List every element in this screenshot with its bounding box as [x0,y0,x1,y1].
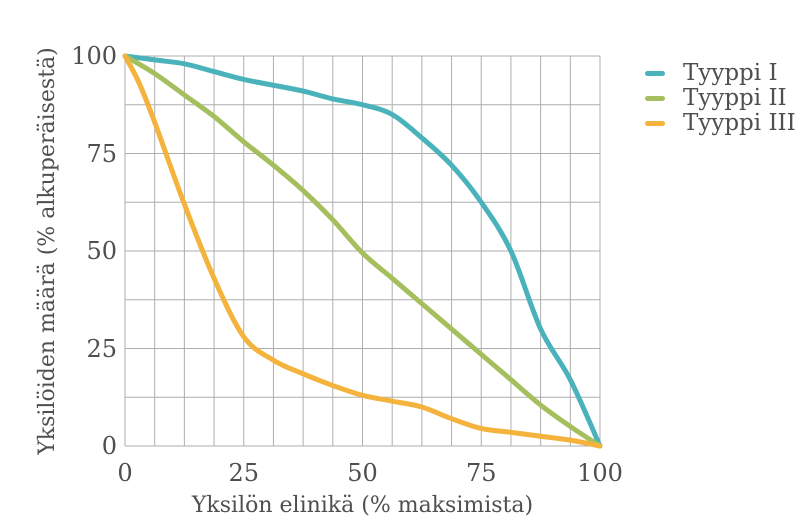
y-tick-label-100: 100 [71,42,117,70]
y-tick-label-75: 75 [86,139,117,168]
legend-item-tyyppi-3: Tyyppi III [645,111,796,136]
legend: Tyyppi I Tyyppi II Tyyppi III [645,61,796,136]
y-tick-label-0: 0 [101,432,117,460]
legend-item-tyyppi-2: Tyyppi II [645,86,796,111]
legend-label-tyyppi-2: Tyyppi II [683,85,787,111]
x-tick-label-25: 25 [228,459,260,487]
tyyppi-1-line-swatch-icon [645,71,665,76]
y-tick-label-25: 25 [86,334,117,363]
legend-label-tyyppi-3: Tyyppi III [683,110,796,136]
x-tick-label-0: 0 [117,459,133,487]
y-tick-label-50: 50 [86,237,117,265]
x-tick-label-75: 75 [465,459,497,487]
x-tick-label-50: 50 [347,459,378,487]
legend-item-tyyppi-1: Tyyppi I [645,61,796,86]
x-tick-label-100: 100 [577,459,623,487]
tyyppi-3-line-swatch-icon [645,121,665,126]
tyyppi-2-line-swatch-icon [645,96,665,101]
x-axis-title: Yksilön elinikä (% maksimista) [191,493,534,518]
legend-label-tyyppi-1: Tyyppi I [683,60,778,86]
